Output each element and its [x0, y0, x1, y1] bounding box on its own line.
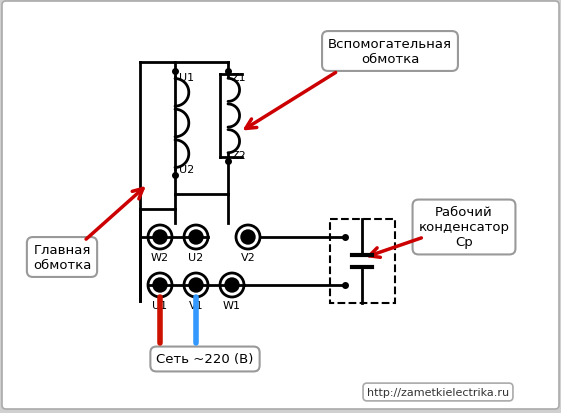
Text: Главная
обмотка: Главная обмотка: [33, 243, 91, 271]
Circle shape: [225, 278, 239, 292]
Text: U1: U1: [153, 300, 168, 310]
Text: Вспомогательная
обмотка: Вспомогательная обмотка: [328, 38, 452, 66]
Text: V2: V2: [241, 252, 255, 262]
Circle shape: [189, 230, 203, 244]
Text: W1: W1: [223, 300, 241, 310]
Text: U2: U2: [188, 252, 204, 262]
Text: Сеть ~220 (В): Сеть ~220 (В): [157, 353, 254, 366]
Circle shape: [153, 230, 167, 244]
Text: http://zametkielectrika.ru: http://zametkielectrika.ru: [367, 387, 509, 397]
Text: V1: V1: [188, 300, 203, 310]
Text: Рабочий
конденсатор
Ср: Рабочий конденсатор Ср: [419, 206, 509, 249]
Circle shape: [153, 278, 167, 292]
Text: Z1: Z1: [232, 73, 247, 83]
Circle shape: [241, 230, 255, 244]
Text: Z2: Z2: [232, 151, 247, 161]
Text: W2: W2: [151, 252, 169, 262]
Text: U1: U1: [179, 73, 194, 83]
Circle shape: [189, 278, 203, 292]
Text: U2: U2: [179, 165, 194, 175]
FancyBboxPatch shape: [2, 2, 559, 409]
